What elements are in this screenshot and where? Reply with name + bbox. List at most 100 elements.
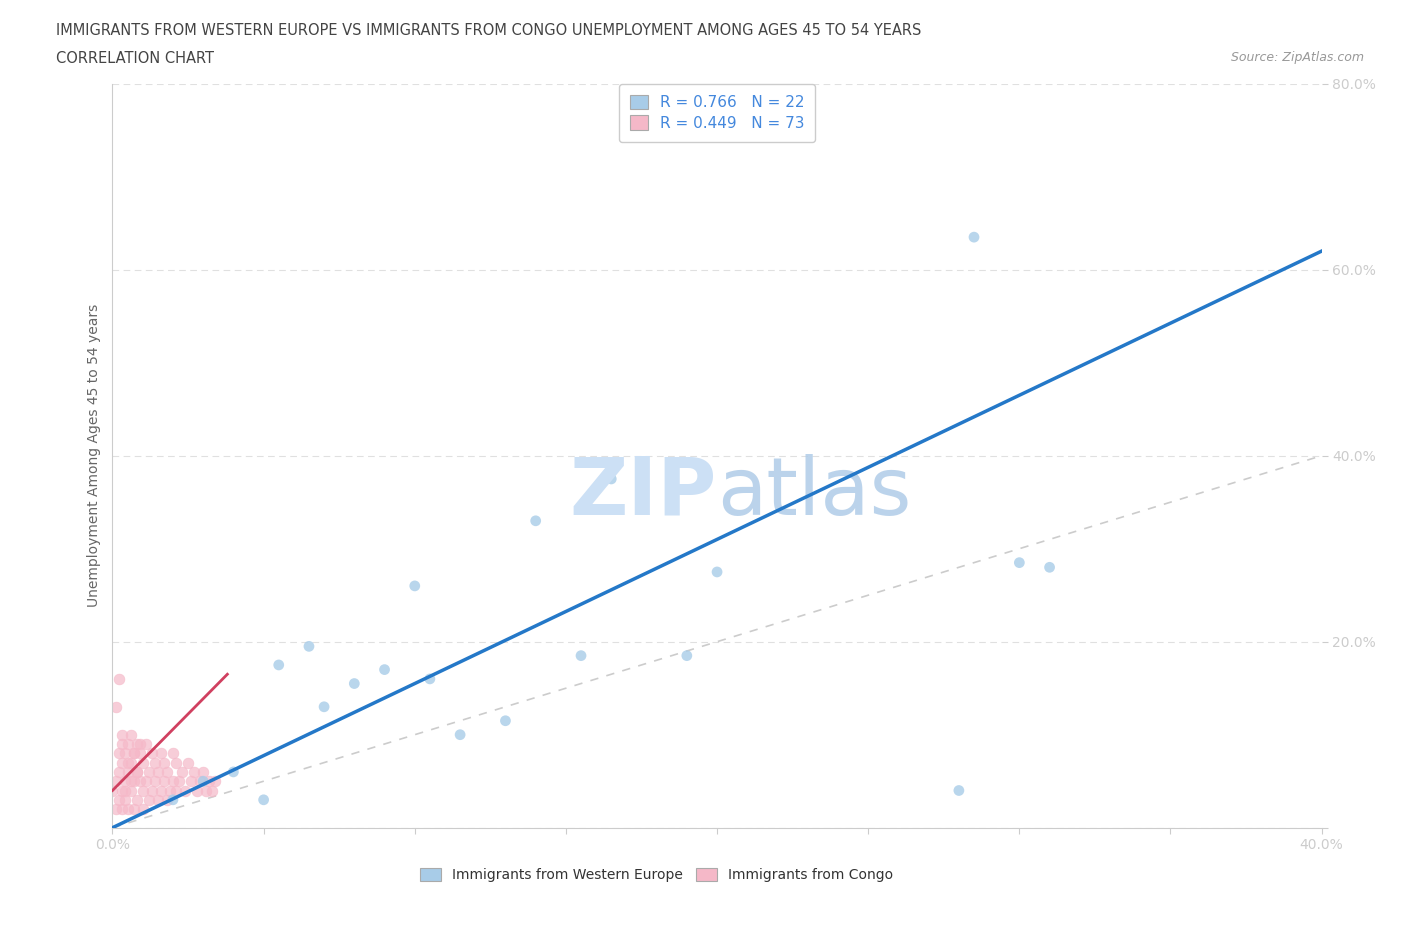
Point: [120, 727, 142, 742]
Point: [1008, 555, 1031, 570]
Point: [114, 774, 136, 789]
Point: [117, 737, 139, 751]
Point: [107, 746, 129, 761]
Point: [125, 764, 148, 779]
Point: [675, 648, 697, 663]
Point: [343, 676, 366, 691]
Point: [120, 755, 142, 770]
Point: [110, 802, 132, 817]
Point: [110, 783, 132, 798]
Point: [114, 783, 136, 798]
Point: [165, 783, 187, 798]
Point: [149, 783, 172, 798]
Point: [122, 802, 145, 817]
Point: [156, 764, 179, 779]
Point: [159, 783, 181, 798]
Point: [419, 671, 441, 686]
Point: [125, 792, 148, 807]
Point: [162, 774, 184, 789]
Point: [222, 764, 245, 779]
Point: [104, 699, 127, 714]
Point: [132, 802, 155, 817]
Point: [117, 755, 139, 770]
Point: [165, 755, 187, 770]
Point: [162, 746, 184, 761]
Point: [174, 783, 197, 798]
Point: [120, 783, 142, 798]
Point: [110, 737, 132, 751]
Point: [107, 792, 129, 807]
Point: [138, 764, 160, 779]
Point: [404, 578, 426, 593]
Point: [101, 783, 124, 798]
Point: [122, 774, 145, 789]
Point: [135, 774, 157, 789]
Point: [132, 755, 155, 770]
Point: [132, 783, 155, 798]
Point: [188, 774, 211, 789]
Point: [195, 783, 218, 798]
Text: Source: ZipAtlas.com: Source: ZipAtlas.com: [1230, 51, 1364, 64]
Point: [156, 792, 179, 807]
Point: [141, 783, 163, 798]
Point: [198, 774, 221, 789]
Point: [125, 737, 148, 751]
Point: [117, 802, 139, 817]
Point: [186, 783, 208, 798]
Point: [191, 764, 214, 779]
Point: [104, 774, 127, 789]
Point: [201, 783, 224, 798]
Point: [128, 737, 150, 751]
Y-axis label: Unemployment Among Ages 45 to 54 years: Unemployment Among Ages 45 to 54 years: [87, 304, 101, 607]
Point: [122, 746, 145, 761]
Point: [153, 774, 176, 789]
Point: [117, 764, 139, 779]
Point: [114, 746, 136, 761]
Text: CORRELATION CHART: CORRELATION CHART: [56, 51, 214, 66]
Point: [162, 792, 184, 807]
Point: [267, 658, 290, 672]
Point: [177, 755, 200, 770]
Point: [135, 737, 157, 751]
Point: [107, 671, 129, 686]
Point: [183, 764, 205, 779]
Point: [128, 774, 150, 789]
Point: [146, 792, 169, 807]
Point: [1038, 560, 1062, 575]
Text: ZIP: ZIP: [569, 454, 717, 532]
Point: [495, 713, 517, 728]
Point: [114, 792, 136, 807]
Point: [314, 699, 336, 714]
Point: [128, 746, 150, 761]
Text: atlas: atlas: [717, 454, 911, 532]
Point: [569, 648, 592, 663]
Point: [449, 727, 471, 742]
Point: [138, 792, 160, 807]
Point: [524, 513, 547, 528]
Point: [253, 792, 276, 807]
Point: [146, 764, 169, 779]
Legend: Immigrants from Western Europe, Immigrants from Congo: Immigrants from Western Europe, Immigran…: [415, 862, 898, 888]
Point: [149, 746, 172, 761]
Point: [298, 639, 321, 654]
Point: [191, 774, 214, 789]
Point: [170, 764, 193, 779]
Point: [143, 774, 166, 789]
Point: [104, 802, 127, 817]
Point: [374, 662, 396, 677]
Point: [948, 783, 970, 798]
Point: [153, 755, 176, 770]
Point: [141, 746, 163, 761]
Point: [110, 727, 132, 742]
Point: [180, 774, 202, 789]
Point: [125, 764, 148, 779]
Point: [963, 230, 986, 245]
Text: IMMIGRANTS FROM WESTERN EUROPE VS IMMIGRANTS FROM CONGO UNEMPLOYMENT AMONG AGES : IMMIGRANTS FROM WESTERN EUROPE VS IMMIGR…: [56, 23, 921, 38]
Point: [204, 774, 226, 789]
Point: [706, 565, 728, 579]
Point: [167, 774, 190, 789]
Point: [107, 764, 129, 779]
Point: [110, 755, 132, 770]
Point: [122, 746, 145, 761]
Point: [120, 774, 142, 789]
